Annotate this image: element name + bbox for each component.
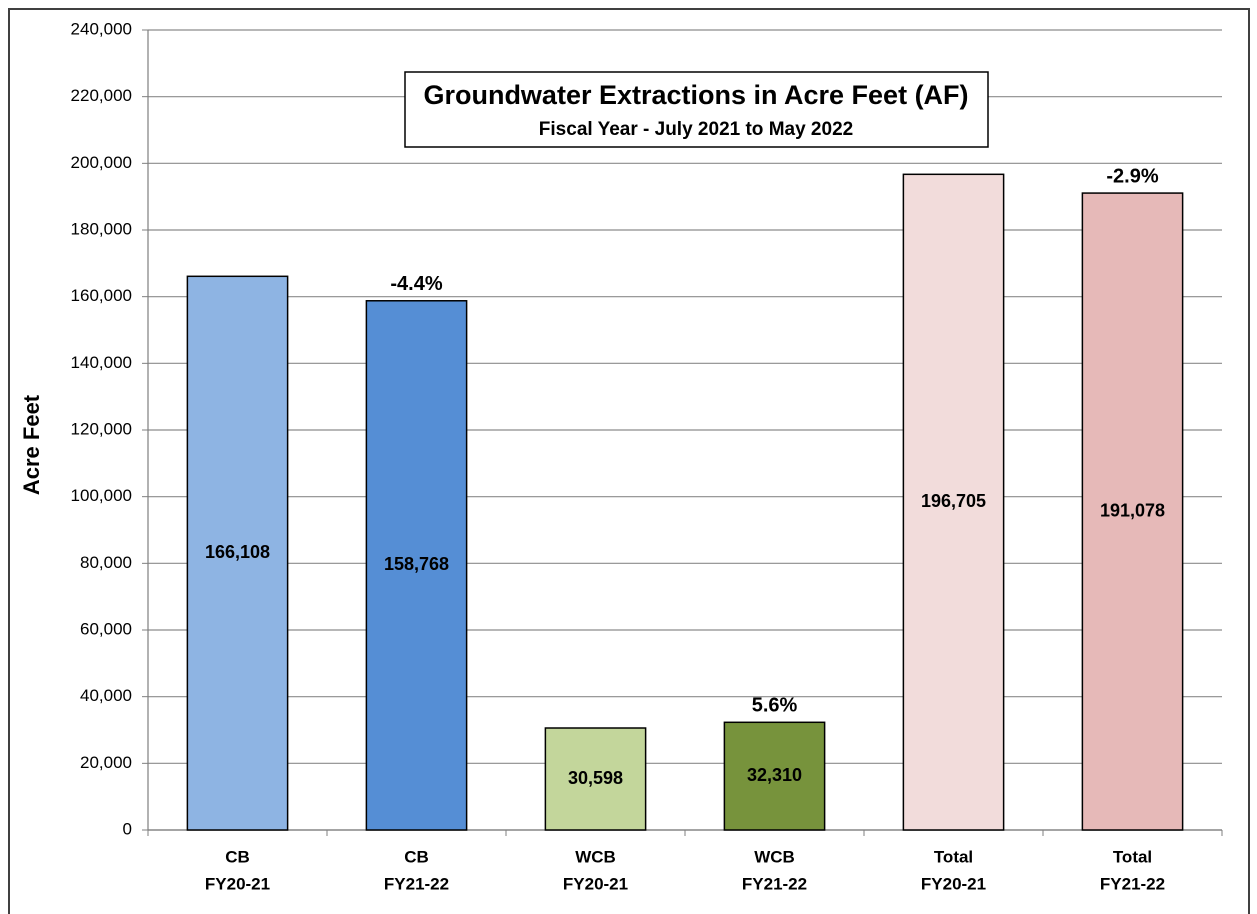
y-tick-label: 160,000: [71, 286, 132, 305]
x-tick-label: Total: [934, 847, 973, 866]
chart-subtitle: Fiscal Year - July 2021 to May 2022: [539, 119, 853, 140]
bar: [1081, 192, 1184, 831]
bar: [544, 727, 647, 831]
y-tick-label: 0: [123, 819, 132, 838]
y-tick-label: 140,000: [71, 353, 132, 372]
bar: [723, 721, 826, 831]
y-tick-label: 120,000: [71, 419, 132, 438]
bar: [902, 173, 1005, 831]
y-tick-label: 180,000: [71, 219, 132, 238]
change-label: -2.9%: [1106, 165, 1158, 187]
change-label: 5.6%: [752, 695, 798, 717]
y-axis-title: Acre Feet: [19, 394, 44, 495]
x-tick-label: FY20-21: [921, 874, 986, 893]
x-tick-label: FY21-22: [1100, 874, 1165, 893]
x-tick-label: FY20-21: [205, 874, 270, 893]
value-label: 30,598: [568, 768, 623, 788]
chart-title: Groundwater Extractions in Acre Feet (AF…: [423, 80, 968, 110]
bar: [365, 300, 468, 831]
x-tick-label: FY21-22: [384, 874, 449, 893]
x-tick-label: WCB: [575, 847, 616, 866]
value-label: 32,310: [747, 765, 802, 785]
y-tick-label: 100,000: [71, 486, 132, 505]
title-box: [404, 71, 989, 148]
x-tick-label: FY20-21: [563, 874, 628, 893]
bar: [186, 275, 289, 831]
chart-frame: [8, 8, 1250, 914]
y-tick-label: 80,000: [80, 553, 132, 572]
y-tick-label: 20,000: [80, 753, 132, 772]
x-tick-label: WCB: [754, 847, 795, 866]
y-tick-label: 60,000: [80, 619, 132, 638]
x-tick-label: FY21-22: [742, 874, 807, 893]
value-label: 191,078: [1100, 500, 1165, 520]
y-tick-label: 200,000: [71, 153, 132, 172]
value-label: 158,768: [384, 554, 449, 574]
x-tick-label: CB: [404, 847, 429, 866]
value-label: 166,108: [205, 542, 270, 562]
x-tick-label: Total: [1113, 847, 1152, 866]
value-label: 196,705: [921, 491, 986, 511]
x-tick-label: CB: [225, 847, 250, 866]
plot-area: 0 20,000 40,000 60,000 80,000 100,000 120,000 1…: [71, 19, 1223, 893]
change-label: -4.4%: [390, 273, 442, 295]
y-tick-label: 40,000: [80, 686, 132, 705]
y-tick-label: 220,000: [71, 86, 132, 105]
y-tick-label: 240,000: [71, 19, 132, 38]
